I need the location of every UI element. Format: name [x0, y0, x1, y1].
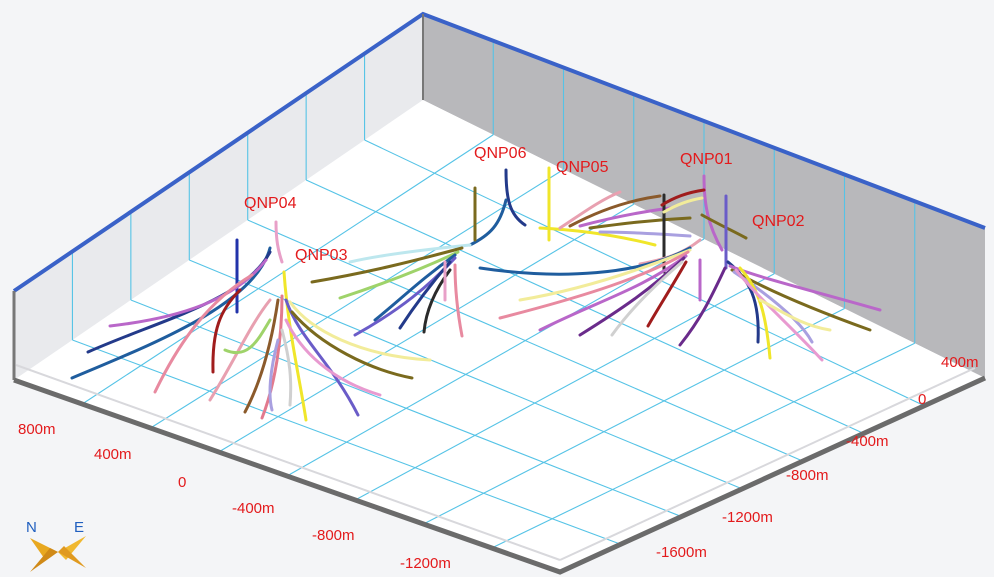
trajectory-qnp04-p — [268, 338, 280, 412]
trajectory-qnp04-l — [288, 300, 432, 362]
trajectory-qnp02-e — [738, 266, 772, 360]
trajectory-qnp01-g — [498, 250, 690, 320]
trajectory-qnp04-j — [282, 270, 308, 422]
trajectory-qnp01-vertical — [702, 174, 724, 252]
trajectory-qnp04-f — [208, 298, 272, 402]
trajectory-qnp06-vertical — [504, 168, 527, 227]
x-tick-label: 0 — [178, 474, 186, 491]
wall-gridlines — [71, 40, 916, 344]
well-label-qnp03: QNP03 — [295, 247, 348, 264]
y-tick-label: -1600m — [656, 544, 707, 561]
floor-grid-line — [218, 203, 635, 453]
trajectory-qnp04-i — [260, 294, 284, 420]
left-wall — [14, 14, 423, 380]
trajectory-qnp02-c — [730, 268, 872, 332]
well-label-qnp01: QNP01 — [680, 151, 733, 168]
y-tick-label: -1200m — [722, 509, 773, 526]
x-tick-label: 400m — [94, 446, 132, 463]
trajectory-qnp04-d — [153, 273, 254, 394]
trajectory-qnp04-e — [211, 288, 242, 374]
trajectory-qnp01-f — [518, 248, 692, 302]
trajectory-qnp04-vertical — [274, 220, 284, 264]
trajectory-qnp01-b — [662, 196, 704, 214]
trajectory-qnp05-e — [588, 216, 692, 230]
well-label-qnp04: QNP04 — [244, 195, 297, 212]
trajectory-qnp04-c — [108, 258, 268, 328]
y-tick-label: -800m — [786, 467, 829, 484]
floor-inner-edge-right — [559, 367, 976, 561]
trajectory-qnp01-h — [538, 254, 688, 332]
x-tick-label: -800m — [312, 527, 355, 544]
trajectory-qnp06-branch — [468, 198, 508, 247]
trajectory-qnp05-c — [568, 194, 662, 228]
trajectory-qnp04-g — [223, 318, 272, 355]
y-tick-label: -400m — [846, 433, 889, 450]
trajectory-qnp05-f — [598, 230, 692, 238]
trajectory-qnp02-f — [734, 268, 824, 362]
trajectory-qnp04-m — [290, 310, 414, 380]
well-label-qnp06: QNP06 — [474, 145, 527, 162]
trajectory-qnp04-n — [284, 318, 382, 397]
trajectory-qnp04-h — [243, 298, 280, 414]
floor-grid-line — [423, 308, 845, 525]
trajectory-qnp04-o — [280, 328, 293, 407]
well-label-qnp02: QNP02 — [752, 213, 805, 230]
x-tick-label: 800m — [18, 421, 56, 438]
trajectory-qnp05-a — [538, 226, 657, 247]
compass-north-label: N — [26, 519, 37, 536]
trajectory-qnp01-j — [610, 260, 684, 337]
trajectory-qnp02-g — [678, 266, 727, 347]
floor-grid-line — [491, 342, 915, 549]
well-label-qnp05: QNP05 — [556, 159, 609, 176]
x-tick-label: -400m — [232, 500, 275, 517]
compass-east-label: E — [74, 519, 84, 536]
y-tick-label: 400m — [941, 354, 979, 371]
floor-grid-line — [81, 134, 494, 405]
floor-plane — [14, 100, 985, 572]
trajectory-qnp01-k — [646, 260, 688, 328]
floor-inner-edge — [15, 364, 561, 561]
x-tick-label: -1200m — [400, 555, 451, 572]
trajectory-qnp03-c — [338, 250, 460, 300]
trajectory-qnp05-b — [558, 190, 622, 230]
trajectory-qnp03-b — [310, 246, 464, 284]
compass-icon: N E — [26, 519, 86, 572]
trajectory-qnp01-a — [660, 188, 706, 207]
trajectory-qnp02-h — [758, 298, 832, 332]
trajectory-qnp05-d — [578, 206, 672, 228]
y-tick-label: 0 — [918, 391, 926, 408]
trajectory-qnp03-a — [348, 243, 472, 264]
frame-base-edge — [13, 375, 987, 575]
well-trajectories — [70, 166, 882, 422]
trajectory-qnp03-h — [453, 263, 464, 338]
